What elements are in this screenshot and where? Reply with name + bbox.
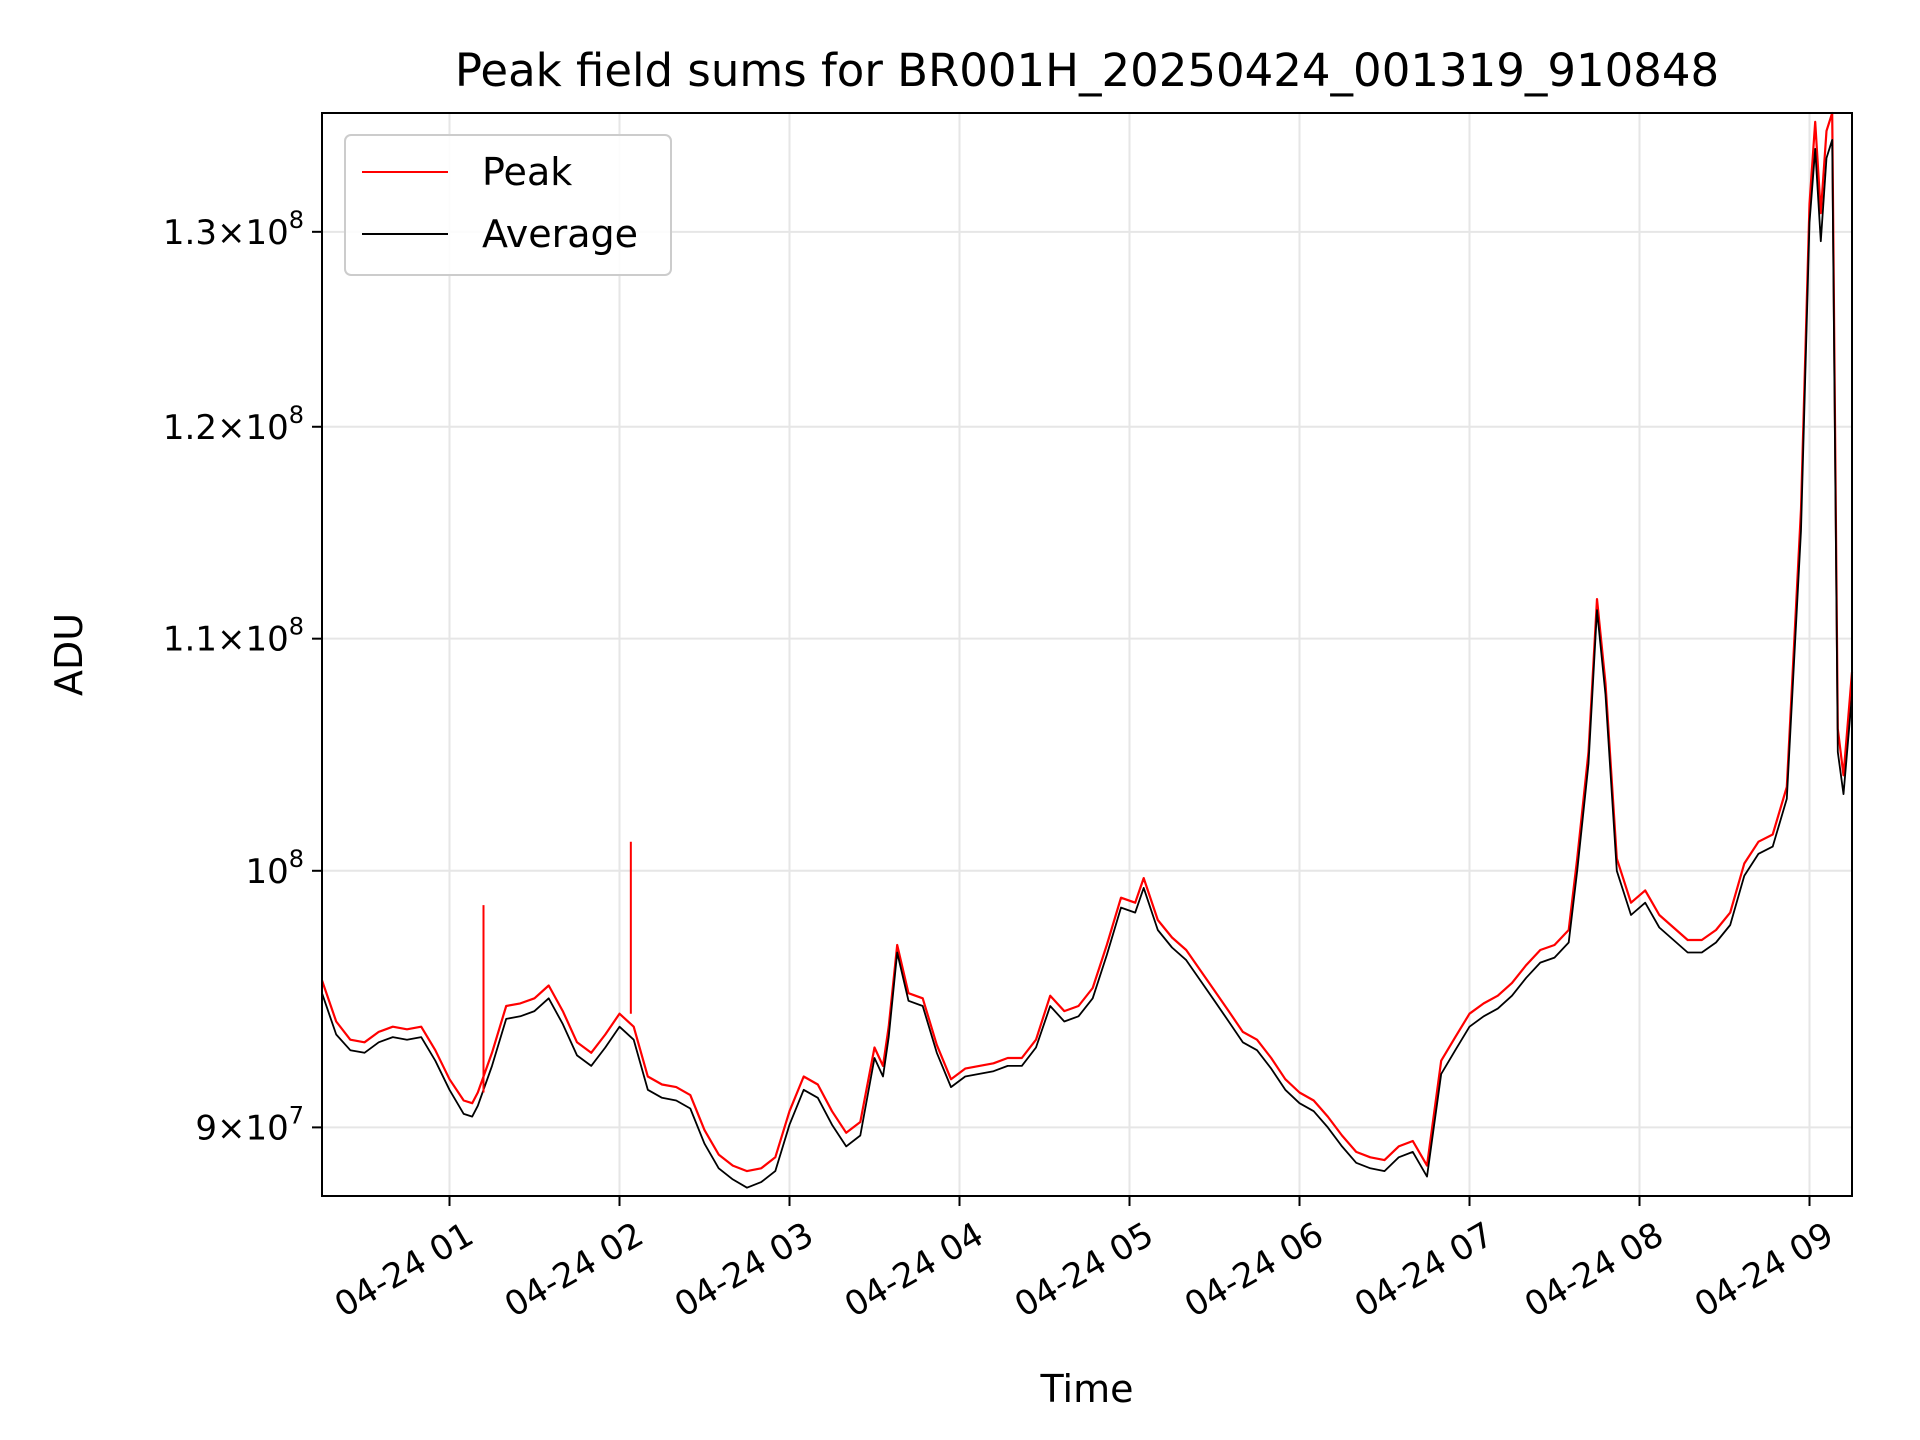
y-tick-label: 1.2×108 (163, 401, 304, 448)
y-tick-exponent: 8 (289, 845, 304, 873)
y-tick-exponent: 7 (289, 1101, 304, 1129)
y-tick-base: ×10 (217, 213, 289, 253)
legend-label-average: Average (482, 212, 638, 256)
y-tick-base: ×10 (217, 1108, 289, 1148)
y-tick-exponent: 8 (289, 613, 304, 641)
plot-frame (321, 112, 1853, 1197)
legend-label-peak: Peak (482, 150, 572, 194)
series-layer (320, 111, 1854, 1189)
y-tick-mantissa: 1.1 (163, 620, 217, 660)
y-tick-label: 1.3×108 (163, 206, 304, 253)
y-tick-label: 1.1×108 (163, 613, 304, 660)
y-tick-base: ×10 (217, 620, 289, 660)
y-tick-base: ×10 (217, 408, 289, 448)
x-axis-title: Time (1040, 1367, 1134, 1411)
y-tick-exponent: 8 (289, 401, 304, 429)
legend: Peak Average (344, 134, 672, 276)
y-tick-base: 10 (245, 852, 288, 892)
series-line-average (321, 139, 1853, 1189)
legend-box (344, 134, 672, 276)
y-tick-label: 9×107 (195, 1101, 304, 1148)
series-line-peak (320, 111, 1854, 1173)
chart-title: Peak field sums for BR001H_20250424_0013… (455, 44, 1719, 97)
grid (322, 113, 1852, 1196)
y-tick-mantissa: 1.3 (163, 213, 217, 253)
y-tick-exponent: 8 (289, 206, 304, 234)
y-tick-mantissa: 1.2 (163, 408, 217, 448)
y-tick-label: 108 (245, 845, 304, 892)
y-axis-title: ADU (47, 613, 91, 696)
y-tick-mantissa: 9 (195, 1108, 217, 1148)
